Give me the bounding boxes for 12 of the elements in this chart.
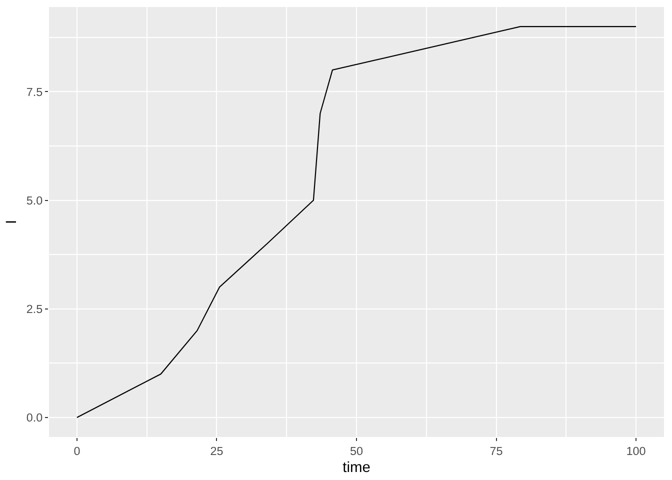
y-axis-title: I bbox=[4, 220, 20, 224]
y-tick-label: 7.5 bbox=[26, 86, 44, 99]
x-tick-label: 25 bbox=[210, 445, 224, 458]
y-tick-label: 0.0 bbox=[26, 412, 44, 425]
x-tick-label: 0 bbox=[74, 445, 81, 458]
x-tick-label: 100 bbox=[626, 445, 646, 458]
x-tick-label: 75 bbox=[490, 445, 504, 458]
line-series bbox=[76, 26, 637, 418]
x-axis-title: time bbox=[342, 460, 370, 476]
x-tick-label: 50 bbox=[350, 445, 364, 458]
y-tick-label: 2.5 bbox=[26, 302, 44, 316]
y-tick-label: 5.0 bbox=[26, 194, 44, 208]
